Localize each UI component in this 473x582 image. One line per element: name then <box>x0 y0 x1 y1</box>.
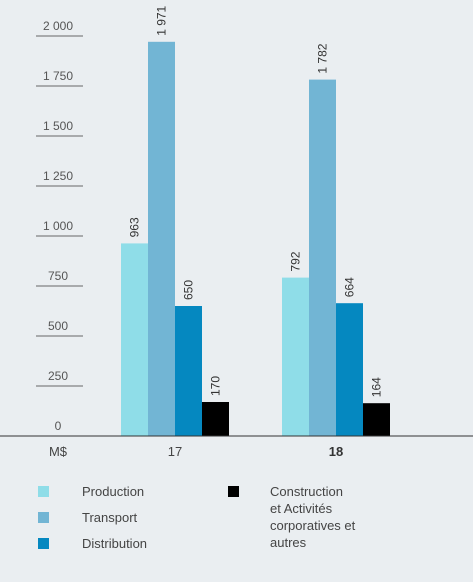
bar <box>175 306 202 436</box>
bar-value-label: 963 <box>128 217 142 237</box>
x-axis-labels: M$ 17 18 <box>49 444 343 459</box>
x-category-label: 18 <box>329 444 343 459</box>
y-tick-label: 500 <box>48 319 68 333</box>
bar-value-label: 164 <box>370 377 384 397</box>
bar-value-label: 650 <box>182 280 196 300</box>
y-tick-label: 250 <box>48 369 68 383</box>
unit-label: M$ <box>49 444 68 459</box>
bar-value-label: 170 <box>209 376 223 396</box>
y-tick-label: 750 <box>48 269 68 283</box>
bar <box>282 278 309 436</box>
y-tick-label: 1 750 <box>43 69 73 83</box>
bar <box>121 243 148 436</box>
bar-value-label: 792 <box>289 251 303 271</box>
bar <box>309 80 336 436</box>
bar <box>363 403 390 436</box>
bar-value-label: 1 782 <box>316 43 330 73</box>
y-tick-label: 1 000 <box>43 219 73 233</box>
bar-value-label: 1 971 <box>155 5 169 35</box>
y-tick-label: 1 250 <box>43 169 73 183</box>
bar <box>148 42 175 436</box>
y-tick-label: 2 000 <box>43 19 73 33</box>
y-tick-label: 1 500 <box>43 119 73 133</box>
x-category-label: 17 <box>168 444 182 459</box>
bars: 963 1 971 650 170 792 1 782 664 164 <box>121 5 390 436</box>
bar <box>202 402 229 436</box>
bar-value-label: 664 <box>343 277 357 297</box>
bar <box>336 303 363 436</box>
y-grid: 0 250 500 750 1 000 1 250 1 500 1 750 2 000 <box>36 19 83 433</box>
y-tick-label: 0 <box>55 419 62 433</box>
